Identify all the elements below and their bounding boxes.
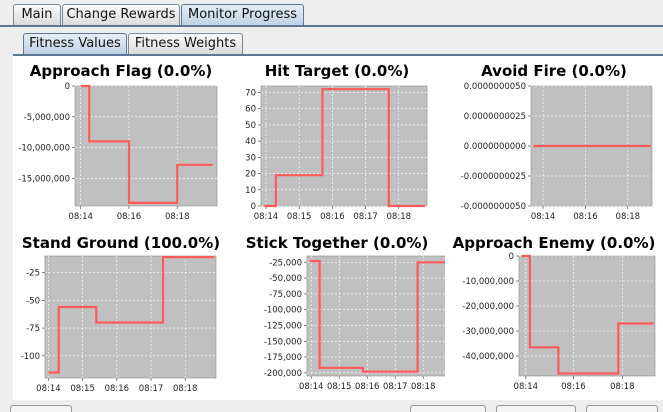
x-tick-label: 08:14 [531,212,556,222]
chart-title: Avoid Fire (0.0%) [481,62,627,80]
tab-fitness-values[interactable]: Fitness Values [23,33,127,54]
x-tick-label: 08:16 [355,382,380,392]
x-tick-label: 08:15 [287,212,312,222]
x-tick-label: 08:16 [561,382,586,392]
plot-area [74,85,218,207]
y-tick-label: 60 [245,105,256,115]
x-tick-label: 08:15 [70,384,95,394]
chart-hit-target: Hit Target (0.0%) 70 60 50 40 30 20 10 008:14 08:… [245,62,428,222]
tab-change-rewards[interactable]: Change Rewards [62,4,180,25]
y-tick-label: -25,000 [269,258,302,268]
plot-area [306,255,445,377]
y-tick-label: -200,000 [264,369,302,379]
x-tick-label: 08:16 [105,384,130,394]
y-tick-label: 50 [245,121,256,131]
y-tick-label: -125,000 [264,321,302,331]
chart-avoid-fire: Avoid Fire (0.0%) 0.0000000050 0.000000002… [461,62,653,222]
x-tick-label: 08:16 [117,212,142,222]
bottom-bar [0,400,663,409]
x-tick-label: 08:18 [387,212,412,222]
x-tick-label: 08:17 [353,212,378,222]
chart-stick-together: Stick Together (0.0%) -25,000 -50,000 -75,0… [246,234,445,392]
y-tick-label: -10,000,000 [18,144,70,154]
y-tick-label: -40,000,000 [462,352,514,362]
y-tick-label: -150,000 [264,337,302,347]
series-line [309,259,445,373]
plot-area [260,85,428,207]
x-tick-label: 08:14 [68,212,93,222]
y-tick-label: 30 [245,153,256,163]
y-tick-label: -5,000,000 [24,113,70,123]
y-tick-label: -50,000 [269,274,302,284]
tab-monitor-progress[interactable]: Monitor Progress [181,4,304,25]
y-tick-label: -25 [26,269,40,279]
x-tick-label: 08:17 [139,384,164,394]
chart-stand-ground: Stand Ground (100.0%) -25 -50 -75 -100 08:14 0… [21,234,220,394]
chart-title: Stick Together (0.0%) [246,234,429,252]
subtab-bar-divider [13,54,663,56]
series-line [48,256,215,374]
plot-area [44,255,217,379]
y-tick-label: -0.0000000025 [461,172,526,182]
y-tick-label: -50 [26,296,40,306]
tab-main[interactable]: Main [13,4,61,25]
x-tick-label: 08:18 [411,382,436,392]
series-line [264,88,426,208]
x-tick-label: 08:14 [299,382,324,392]
x-tick-label: 08:14 [36,384,61,394]
charts-panel: Approach Flag (0.0%) 0 -5,000,000 -10,000,0… [13,56,663,400]
x-tick-label: 08:18 [616,212,641,222]
x-tick-label: 08:14 [254,212,279,222]
series-line [521,254,654,375]
x-tick-label: 08:17 [383,382,408,392]
y-tick-label: -75 [26,324,40,334]
x-tick-label: 08:15 [327,382,352,392]
chart-title: Approach Enemy (0.0%) [453,234,656,252]
x-tick-label: 08:16 [573,212,598,222]
tab-bar-divider [0,25,663,27]
y-tick-label: 0.0000000000 [464,142,526,152]
y-tick-label: -10,000,000 [462,277,514,287]
y-tick-label: -0.0000000050 [461,202,526,212]
x-tick-label: 08:18 [610,382,635,392]
y-tick-label: -30,000,000 [462,327,514,337]
chart-approach-flag: Approach Flag (0.0%) 0 -5,000,000 -10,000,0… [18,62,218,222]
y-tick-label: 0.0000000025 [464,112,526,122]
y-tick-label: 10 [245,186,256,196]
y-tick-label: -20,000,000 [462,302,514,312]
x-tick-label: 08:16 [320,212,345,222]
y-tick-label: -100 [21,352,40,362]
y-tick-label: 0 [65,82,70,92]
chart-title: Stand Ground (100.0%) [22,234,220,252]
x-tick-label: 08:18 [173,384,198,394]
y-tick-label: 0 [251,202,256,212]
y-tick-label: 0 [509,252,514,262]
y-tick-label: -175,000 [264,353,302,363]
y-tick-label: 40 [245,137,256,147]
plot-area [518,255,656,377]
y-tick-label: 70 [245,88,256,98]
y-tick-label: -15,000,000 [18,174,70,184]
chart-title: Approach Flag (0.0%) [30,62,212,80]
chart-title: Hit Target (0.0%) [265,62,410,80]
y-tick-label: -100,000 [264,306,302,316]
main-tab-bar: Main Change Rewards Monitor Progress [0,0,663,26]
y-tick-label: 20 [245,170,256,180]
chart-approach-enemy: Approach Enemy (0.0%)0 -10,000,000 -20,000… [453,234,656,392]
series-line [80,84,213,204]
y-tick-label: 0.0000000050 [464,82,526,92]
x-tick-label: 08:18 [165,212,190,222]
tab-fitness-weights[interactable]: Fitness Weights [128,33,243,54]
x-tick-label: 08:14 [514,382,539,392]
y-tick-label: -75,000 [269,290,302,300]
